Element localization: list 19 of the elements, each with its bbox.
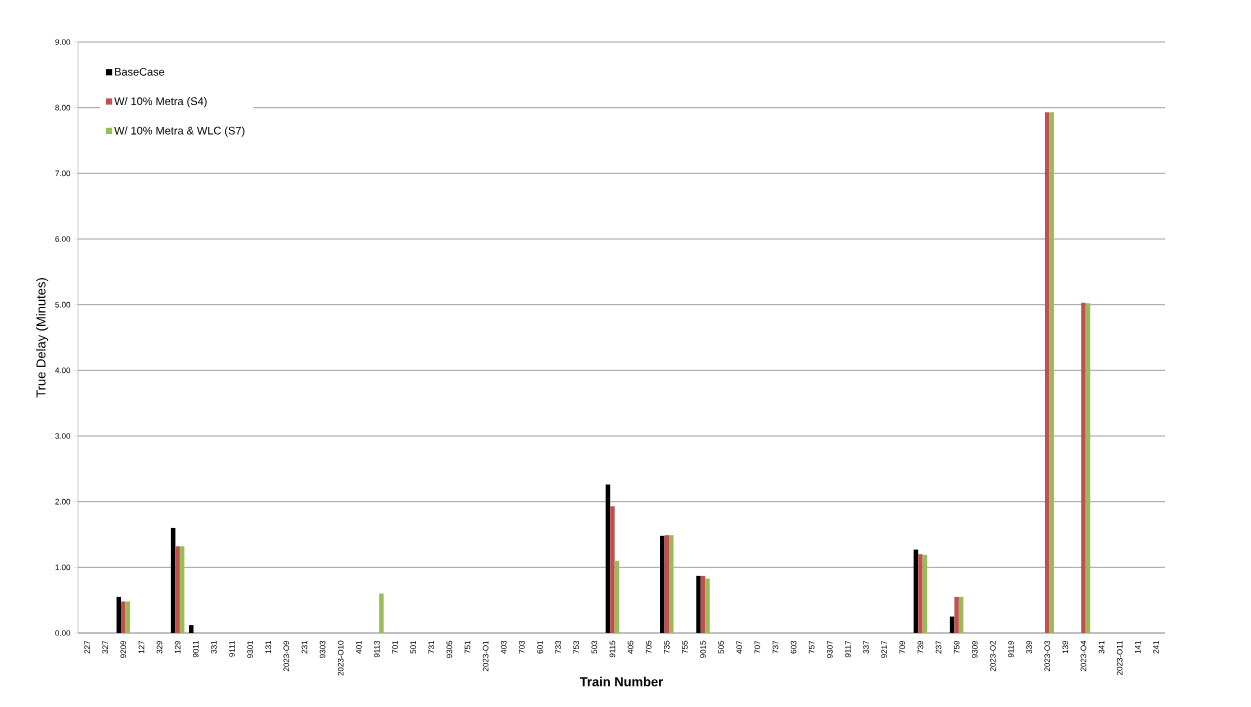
- legend-label: BaseCase: [115, 67, 165, 76]
- bar: [705, 578, 710, 633]
- bar: [696, 575, 701, 633]
- bar: [1081, 302, 1086, 633]
- x-axis-title: Train Number: [579, 676, 664, 687]
- bar: [175, 546, 180, 633]
- bar: [121, 601, 126, 633]
- bar: [660, 535, 665, 633]
- bar: [1049, 112, 1054, 633]
- legend-label: W/ 10% Metra & WLC (S7): [114, 126, 245, 137]
- bar: [189, 625, 194, 633]
- y-axis-title: True Delay (Minutes): [36, 278, 49, 398]
- bar: [610, 506, 615, 633]
- bar: [918, 554, 923, 633]
- bar: [669, 535, 674, 633]
- bar: [379, 593, 384, 633]
- bar: [125, 601, 131, 633]
- legend-label: W/ 10% Metra (S4): [114, 97, 207, 108]
- bar: [954, 596, 959, 633]
